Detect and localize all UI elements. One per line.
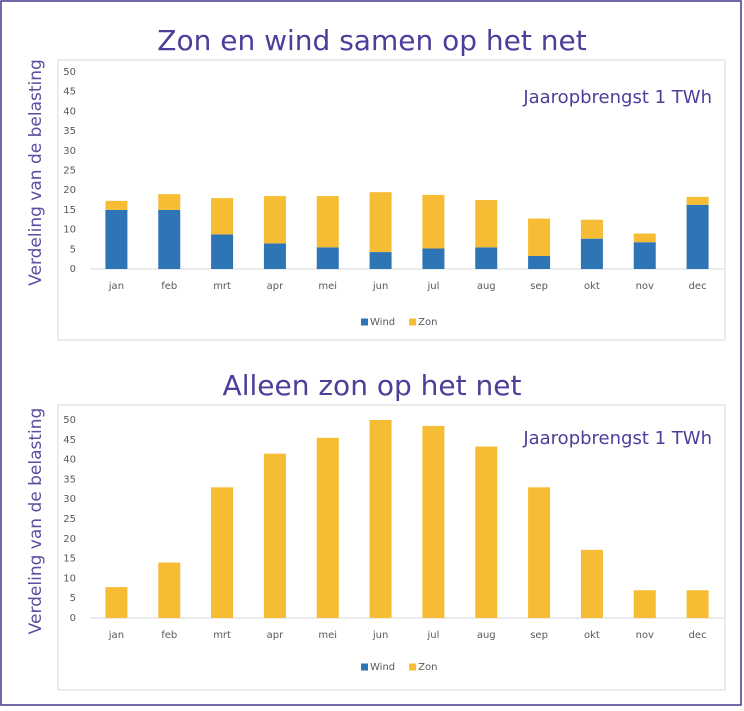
bar — [633, 233, 656, 243]
y-tick-label: 25 — [63, 166, 76, 177]
y-tick-label: 45 — [63, 435, 76, 446]
x-tick-label: mei — [318, 281, 337, 292]
bar — [158, 209, 181, 269]
y-tick-label: 5 — [70, 593, 76, 604]
x-tick-label: mrt — [213, 630, 231, 641]
y-tick-label: 20 — [63, 534, 76, 545]
legend-label: Wind — [370, 662, 395, 673]
x-tick-label: okt — [584, 281, 600, 292]
bar — [369, 420, 392, 618]
bar — [580, 238, 603, 269]
x-tick-label: mrt — [213, 281, 231, 292]
y-tick-label: 30 — [63, 146, 76, 157]
x-tick-label: jun — [372, 630, 388, 641]
annotation: Jaaropbrengst 1 TWh — [522, 428, 712, 449]
x-tick-label: jul — [426, 630, 439, 641]
x-tick-label: jun — [372, 281, 388, 292]
bar — [475, 446, 498, 618]
y-tick-label: 0 — [70, 264, 76, 275]
y-axis-label: Verdeling van de belasting — [26, 59, 46, 286]
x-tick-label: sep — [530, 630, 548, 641]
legend-label: Zon — [418, 317, 437, 328]
bar — [686, 590, 709, 618]
bar — [422, 425, 445, 618]
x-tick-label: dec — [689, 281, 707, 292]
x-tick-label: feb — [161, 281, 177, 292]
legend-swatch — [361, 318, 368, 326]
bar — [211, 198, 234, 235]
y-tick-label: 15 — [63, 205, 76, 216]
bar — [369, 252, 392, 269]
y-tick-label: 35 — [63, 474, 76, 485]
legend-label: Zon — [418, 662, 437, 673]
y-tick-label: 35 — [63, 126, 76, 137]
x-tick-label: apr — [267, 630, 284, 641]
chart-title: Alleen zon op het net — [223, 369, 522, 402]
legend-swatch — [361, 663, 368, 671]
y-tick-label: 20 — [63, 185, 76, 196]
bar — [528, 487, 551, 618]
bar — [580, 549, 603, 618]
bar — [580, 219, 603, 239]
x-tick-label: nov — [636, 630, 654, 641]
x-tick-label: aug — [477, 281, 496, 292]
x-tick-label: okt — [584, 630, 600, 641]
y-tick-label: 50 — [63, 415, 76, 426]
bar — [475, 200, 498, 248]
bar — [369, 192, 392, 253]
bar — [316, 196, 339, 248]
bar — [211, 234, 234, 269]
bar — [633, 242, 656, 269]
x-tick-label: sep — [530, 281, 548, 292]
y-tick-label: 15 — [63, 554, 76, 565]
bar — [316, 437, 339, 618]
x-tick-label: jan — [108, 630, 124, 641]
x-tick-label: aug — [477, 630, 496, 641]
bar — [686, 204, 709, 269]
x-tick-label: jan — [108, 281, 124, 292]
bar — [528, 218, 551, 256]
bar — [422, 194, 445, 249]
legend-swatch — [409, 318, 417, 326]
y-tick-label: 45 — [63, 87, 76, 98]
bar — [475, 247, 498, 269]
chart-title: Zon en wind samen op het net — [157, 24, 586, 57]
bar — [528, 255, 551, 269]
bar — [158, 194, 181, 210]
x-tick-label: feb — [161, 630, 177, 641]
bar — [105, 200, 128, 210]
x-tick-label: nov — [636, 281, 654, 292]
bar — [422, 248, 445, 269]
legend-swatch — [409, 663, 417, 671]
x-tick-label: dec — [689, 630, 707, 641]
y-tick-label: 0 — [70, 613, 76, 624]
y-tick-label: 40 — [63, 106, 76, 117]
y-axis-label: Verdeling van de belasting — [26, 408, 46, 635]
bar — [263, 196, 286, 244]
bar — [105, 587, 128, 618]
bar — [211, 487, 234, 618]
bar — [263, 243, 286, 269]
bar — [263, 453, 286, 618]
x-tick-label: mei — [318, 630, 337, 641]
y-tick-label: 25 — [63, 514, 76, 525]
y-tick-label: 5 — [70, 244, 76, 255]
legend-label: Wind — [370, 317, 395, 328]
y-tick-label: 50 — [63, 67, 76, 78]
bar — [158, 562, 181, 618]
bar — [105, 209, 128, 269]
annotation: Jaaropbrengst 1 TWh — [522, 87, 712, 108]
bar — [686, 196, 709, 205]
x-tick-label: apr — [267, 281, 284, 292]
x-tick-label: jul — [426, 281, 439, 292]
bar — [633, 590, 656, 618]
y-tick-label: 10 — [63, 573, 76, 584]
y-tick-label: 10 — [63, 225, 76, 236]
y-tick-label: 30 — [63, 494, 76, 505]
y-tick-label: 40 — [63, 455, 76, 466]
bar — [316, 247, 339, 269]
